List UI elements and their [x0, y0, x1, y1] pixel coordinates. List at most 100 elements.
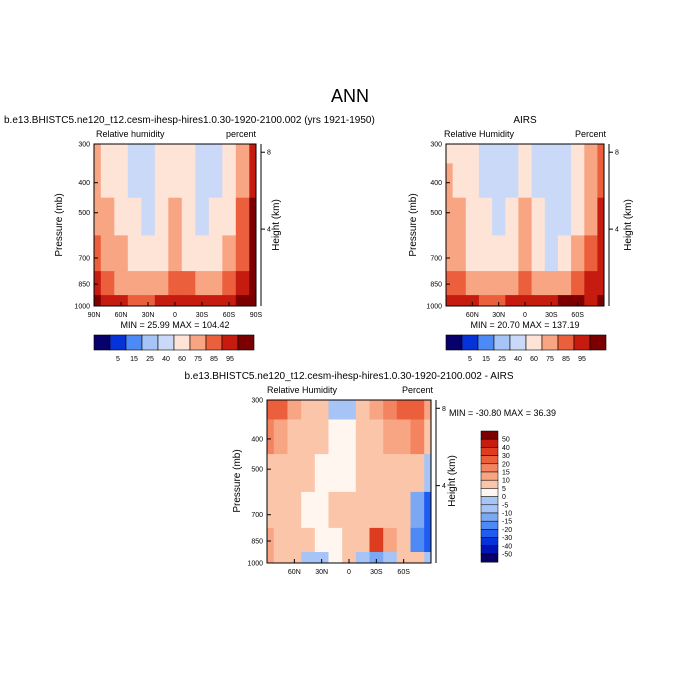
heatmap-cell — [301, 491, 316, 529]
heatmap-cell — [531, 197, 546, 236]
heatmap-cell — [94, 271, 102, 296]
heatmap-cell — [127, 295, 142, 306]
x-tick-label: 60N — [466, 312, 479, 319]
heatmap-cell — [301, 552, 316, 563]
colorbar-box — [205, 334, 223, 351]
panel-title: AIRS — [513, 115, 537, 126]
colorbar-box — [480, 537, 499, 547]
x-tick-label: 60S — [397, 569, 410, 576]
colorbar-label: 30 — [502, 453, 510, 460]
x-tick-label: 60N — [115, 312, 128, 319]
colorbar-label: 25 — [146, 356, 154, 363]
heatmap-cell — [492, 235, 506, 272]
y-tick-label: 300 — [430, 142, 442, 149]
heatmap-cell — [100, 295, 115, 306]
heatmap-cell — [314, 400, 330, 421]
heatmap-cell — [100, 144, 115, 164]
colorbar-label: 50 — [502, 437, 510, 444]
heatmap-cell — [505, 295, 520, 306]
colorbar-box — [189, 334, 207, 351]
heatmap-cell — [383, 400, 398, 421]
x-tick-label: 90S — [250, 312, 263, 319]
heatmap-cell — [314, 454, 330, 493]
heatmap-cell — [301, 400, 316, 421]
heatmap-cell — [267, 552, 275, 563]
y2-axis: 84 — [608, 144, 619, 306]
y2-axis-label: Height (km) — [447, 455, 458, 507]
colorbar: 5 15 25 40 60 75 85 95 — [93, 334, 255, 363]
heatmap-cell — [94, 295, 102, 306]
heatmap-cell — [100, 197, 115, 236]
heatmap-cell — [100, 163, 115, 199]
x-tick-label: 30S — [370, 569, 383, 576]
y-tick-label: 500 — [251, 467, 263, 474]
heatmap-cell — [518, 235, 533, 272]
heatmap-cell — [301, 419, 316, 455]
heatmap-cell — [492, 144, 506, 164]
heatmap-cell — [94, 197, 102, 236]
heatmap-cell — [369, 527, 384, 553]
colorbar-box — [557, 334, 575, 351]
colorbar-box — [461, 334, 479, 351]
colorbar-label: 40 — [162, 356, 170, 363]
heatmap-cell — [410, 491, 425, 529]
heatmap-cell — [235, 163, 250, 199]
heatmap-cell — [301, 454, 316, 493]
colorbar-label: 15 — [482, 356, 490, 363]
colorbar-box — [480, 430, 499, 440]
y-tick-label: 300 — [251, 398, 263, 405]
x-tick-label: 90N — [88, 312, 101, 319]
heatmap-cell — [410, 552, 425, 563]
colorbar-label: 25 — [498, 356, 506, 363]
heatmap-cell — [424, 527, 431, 553]
heatmap-cell — [544, 144, 559, 164]
y-tick-label: 700 — [430, 256, 442, 263]
heatmap-cell — [94, 144, 102, 164]
heatmap-cell — [544, 197, 559, 236]
heatmap-cell — [557, 163, 572, 199]
heatmap-cell — [287, 491, 302, 529]
heatmap-field — [446, 144, 604, 306]
heatmap-cell — [141, 197, 156, 236]
heatmap-cell — [396, 419, 412, 455]
heatmap-cell — [452, 197, 467, 236]
heatmap-cell — [584, 235, 599, 272]
heatmap-cell — [301, 527, 316, 553]
colorbar-box — [125, 334, 143, 351]
heatmap-cell — [446, 197, 454, 236]
colorbar-label: 40 — [502, 445, 510, 452]
heatmap-cell — [168, 271, 183, 296]
heatmap-cell — [154, 197, 169, 236]
x-tick-label: 30N — [492, 312, 505, 319]
heatmap-cell — [100, 235, 115, 272]
colorbar-label: 75 — [546, 356, 554, 363]
x-tick-label: 30S — [545, 312, 558, 319]
heatmap-cell — [452, 271, 467, 296]
colorbar-box — [141, 334, 159, 351]
heatmap-cell — [141, 271, 156, 296]
heatmap-cell — [544, 235, 559, 272]
heatmap-cell — [168, 144, 183, 164]
heatmap-cell — [168, 163, 183, 199]
figure-title: ANN — [331, 86, 369, 106]
heatmap-cell — [424, 454, 431, 493]
colorbar-label: 5 — [116, 356, 120, 363]
heatmap-cell — [141, 163, 156, 199]
heatmap-cell — [235, 235, 250, 272]
heatmap-cell — [383, 527, 398, 553]
heatmap-cell — [249, 235, 256, 272]
heatmap-cell — [383, 454, 398, 493]
heatmap-cell — [465, 197, 480, 236]
heatmap-cell — [287, 552, 302, 563]
x-axis: 60N 30N 0 30S 60S — [288, 559, 410, 576]
y-tick-label: 850 — [78, 282, 90, 289]
heatmap-cell — [518, 295, 533, 306]
heatmap-cell — [222, 144, 237, 164]
heatmap-cell — [168, 197, 183, 236]
colorbar-label: 95 — [578, 356, 586, 363]
heatmap-cell — [531, 235, 546, 272]
x-tick-label: 0 — [523, 312, 527, 319]
panel-left-label: Relative humidity — [96, 129, 165, 139]
heatmap-cell — [597, 163, 604, 199]
